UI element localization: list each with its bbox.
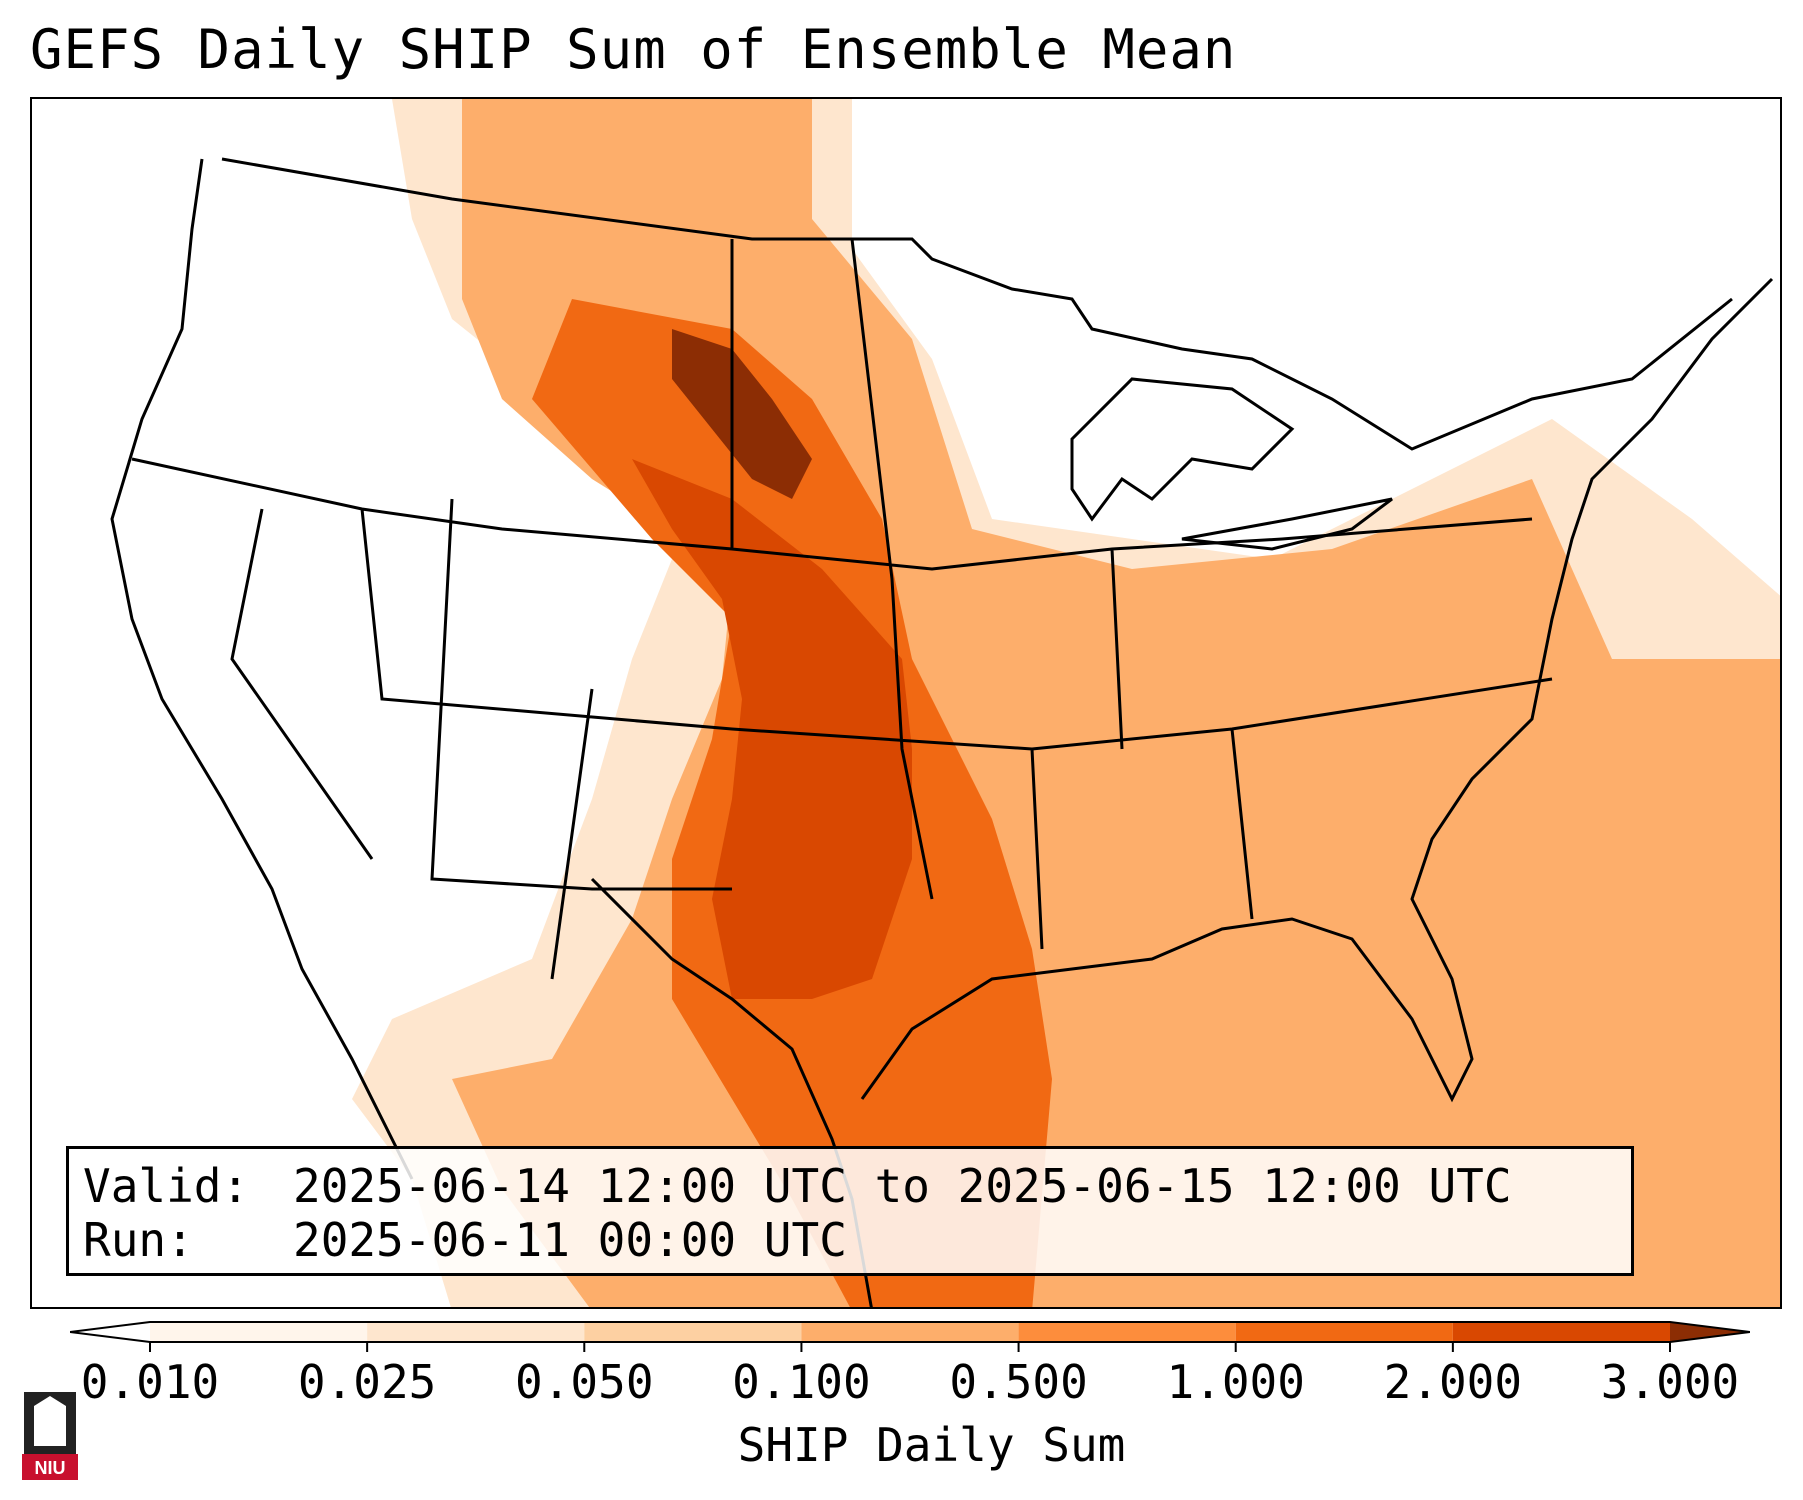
colorbar-segment [584, 1322, 802, 1342]
valid-run-info-box: Valid: 2025-06-14 12:00 UTC to 2025-06-1… [66, 1146, 1634, 1276]
great-lakes [1070, 377, 1393, 551]
run-value: 2025-06-11 00:00 UTC [293, 1213, 847, 1267]
colorbar-segment [1018, 1322, 1236, 1342]
niu-logo: NIU [22, 1392, 78, 1480]
map-panel [30, 97, 1782, 1309]
ship-area-dark-orange [632, 459, 912, 999]
valid-value: 2025-06-14 12:00 UTC to 2025-06-15 12:00… [293, 1159, 1512, 1213]
valid-row: Valid: 2025-06-14 12:00 UTC to 2025-06-1… [83, 1159, 1617, 1213]
colorbar-segment [1235, 1322, 1453, 1342]
colorbar-outline [70, 1321, 1750, 1343]
logo-text: NIU [35, 1458, 66, 1478]
pacific-coastline [110, 158, 414, 1180]
colorbar-segment [150, 1322, 368, 1342]
colorbar-tick-label: 1.000 [1166, 1355, 1305, 1409]
colorbar-tick-label: 0.100 [732, 1355, 871, 1409]
run-label: Run: [83, 1213, 194, 1267]
run-row: Run: 2025-06-11 00:00 UTC [83, 1213, 1617, 1267]
colorbar-extend-high [1670, 1322, 1750, 1342]
colorbar-segment [1452, 1322, 1670, 1342]
colorbar [70, 1321, 1750, 1352]
colorbar-segments [70, 1322, 1750, 1342]
colorbar-tick-label: 0.050 [515, 1355, 654, 1409]
gulf-coastline [860, 277, 1774, 1103]
ship-area-max [672, 329, 812, 499]
map-outlines [110, 157, 1774, 1307]
colorbar-extend-low [70, 1322, 150, 1342]
colorbar-tick-label: 0.010 [80, 1355, 220, 1409]
valid-label: Valid: [83, 1159, 250, 1213]
colorbar-segment [367, 1322, 585, 1342]
colorbar-label: SHIP Daily Sum [737, 1418, 1126, 1472]
colorbar-ticks [149, 1342, 1671, 1352]
ship-field [352, 99, 1780, 1307]
colorbar-tick-label: 2.000 [1383, 1355, 1523, 1409]
colorbar-tick-label: 0.500 [949, 1355, 1088, 1409]
colorbar-segment [801, 1322, 1019, 1342]
colorbar-tick-label: 3.000 [1600, 1355, 1740, 1409]
colorbar-tick-labels: 0.010 0.025 0.050 0.100 0.500 1.000 2.000 3.000 [0, 1355, 1803, 1415]
state-lines [131, 238, 1553, 980]
ship-map [110, 99, 1780, 1307]
map-title: GEFS Daily SHIP Sum of Ensemble Mean [30, 18, 1237, 81]
colorbar-tick-label: 0.025 [297, 1355, 437, 1409]
canada-us-border [221, 157, 1733, 451]
